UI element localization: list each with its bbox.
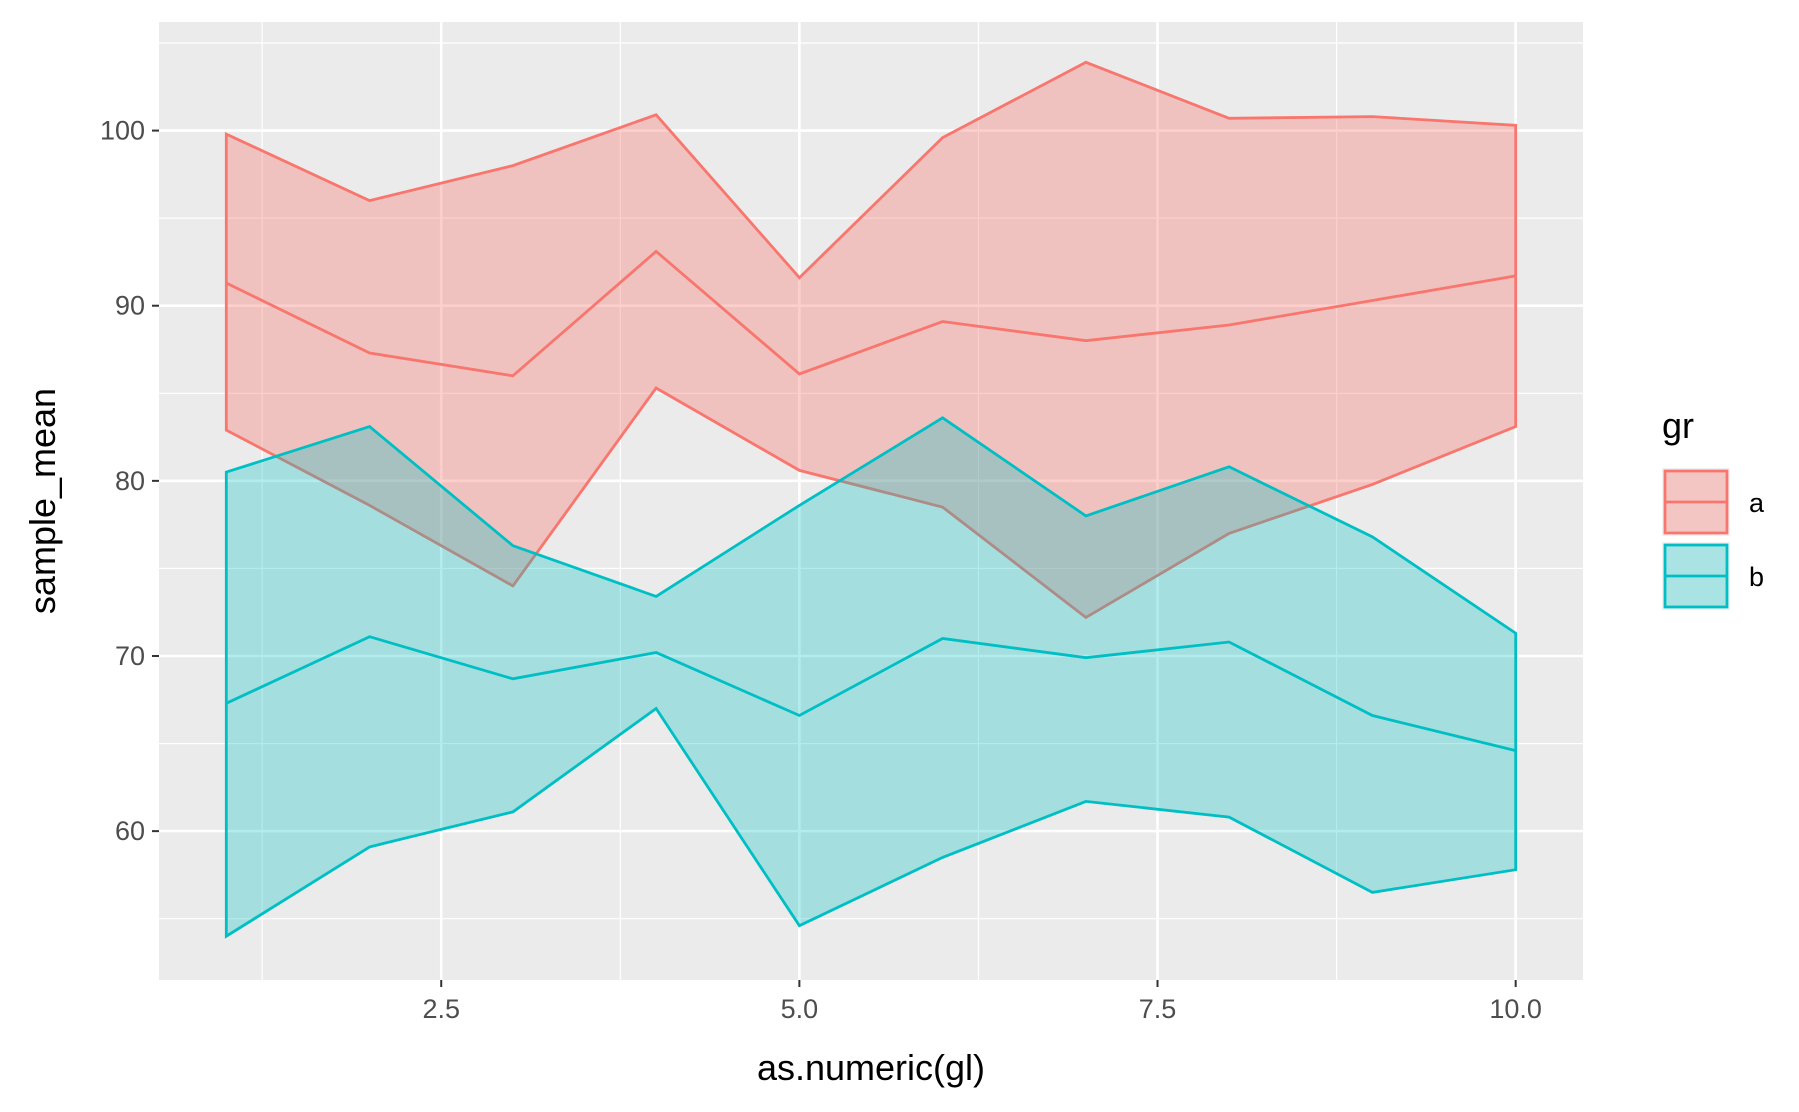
x-axis-title: as.numeric(gl) xyxy=(757,1047,985,1088)
x-tick-label: 2.5 xyxy=(422,994,460,1024)
grid-lines xyxy=(159,22,1583,980)
legend-key-b xyxy=(1662,542,1730,610)
y-tick-label: 90 xyxy=(115,291,145,321)
mean-line-b xyxy=(225,635,1517,752)
y-tick-label: 70 xyxy=(115,641,145,671)
y-tick-label: 60 xyxy=(115,816,145,846)
legend-label: b xyxy=(1749,562,1764,592)
x-tick-label: 10.0 xyxy=(1489,994,1542,1024)
legend: gr a b xyxy=(1662,405,1765,610)
y-axis-title: sample_mean xyxy=(22,388,63,614)
x-tick-label: 5.0 xyxy=(781,994,819,1024)
legend-label: a xyxy=(1749,488,1765,518)
mean-line-a xyxy=(225,249,1516,378)
plot-panel xyxy=(159,22,1583,980)
x-tick-label: 7.5 xyxy=(1139,994,1177,1024)
axes: 2.5 5.0 7.5 10.0 60 70 80 90 100 as.numeric(gl) sa… xyxy=(22,116,1542,1088)
y-tick-label: 100 xyxy=(100,116,145,146)
legend-title: gr xyxy=(1662,405,1694,446)
y-tick-label: 80 xyxy=(115,466,145,496)
series-b xyxy=(224,416,1518,939)
legend-key-a xyxy=(1662,468,1730,536)
